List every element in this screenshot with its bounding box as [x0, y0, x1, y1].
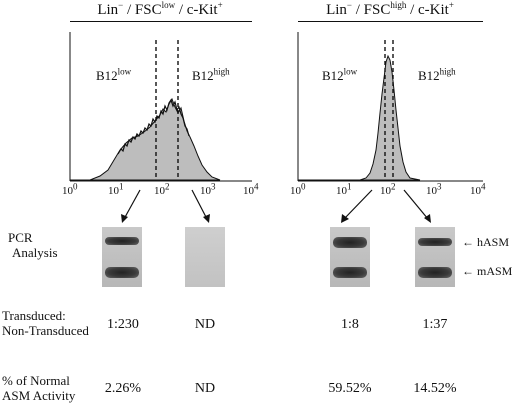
activity-value-left-high: ND — [194, 381, 216, 396]
right-tick-1e0: 100 — [290, 181, 306, 197]
ratio-value-right-high: 1:37 — [422, 317, 448, 332]
pcr-analysis-label: PCR Analysis — [8, 230, 58, 260]
ratio-value-right-low: 1:8 — [341, 317, 359, 332]
right-tick-1e2: 102 — [380, 181, 396, 197]
arrow-left-low-head — [121, 214, 128, 223]
arrow-right-low — [343, 189, 373, 220]
ratio-value-left-low: 1:230 — [107, 317, 139, 332]
activity-row-label: % of Normal ASM Activity — [2, 373, 76, 403]
activity-value-left-low: 2.26% — [104, 381, 142, 396]
arrow-left-high-head — [203, 214, 210, 223]
right-tick-1e3: 103 — [426, 181, 442, 197]
gel-band-masm — [333, 267, 367, 278]
left-tick-1e0: 100 — [62, 181, 78, 197]
left-panel-title: Lin− / FSClow / c-Kit+ — [97, 0, 223, 19]
left-histogram-noise — [117, 98, 190, 155]
gel-band-masm — [105, 267, 139, 278]
marker-hasm: ← hASM — [462, 235, 510, 249]
arrow-right-high — [403, 189, 429, 220]
gel-band-hasm — [333, 237, 367, 248]
arrow-left-low — [123, 189, 141, 220]
marker-masm: ← mASM — [462, 264, 513, 278]
activity-value-right-low: 59.52% — [328, 381, 372, 396]
right-tick-1e1: 101 — [336, 181, 352, 197]
gel-lane-left-low — [102, 227, 142, 287]
gel-band-hasm — [105, 237, 139, 245]
left-gate-high-label: B12high — [192, 66, 230, 83]
left-title-underline — [70, 21, 252, 22]
arrow-right-low-head — [341, 214, 349, 223]
right-title-underline — [298, 21, 483, 22]
left-tick-1e1: 101 — [108, 181, 124, 197]
right-gate-high-label: B12high — [418, 66, 456, 83]
right-tick-1e4: 104 — [470, 181, 486, 197]
left-tick-1e4: 104 — [243, 181, 259, 197]
gel-lane-left-high — [185, 227, 225, 287]
gel-band-hasm — [418, 238, 452, 246]
activity-value-right-high: 14.52% — [413, 381, 457, 396]
right-panel-title: Lin− / FSChigh / c-Kit+ — [326, 0, 454, 19]
gel-band-masm — [418, 267, 452, 278]
arrow-left-high — [191, 189, 208, 220]
ratio-value-left-high: ND — [194, 317, 216, 332]
left-tick-1e2: 102 — [154, 181, 170, 197]
ratio-row-label: Transduced: Non-Transduced — [2, 308, 89, 338]
left-histogram — [70, 97, 221, 181]
gel-lane-right-low — [330, 227, 370, 287]
arrow-right-high-head — [424, 214, 431, 223]
right-gate-low-label: B12low — [322, 66, 358, 83]
left-gate-low-label: B12low — [96, 66, 132, 83]
gel-lane-right-high — [415, 227, 455, 287]
left-tick-1e3: 103 — [200, 181, 216, 197]
right-histogram — [298, 54, 421, 181]
